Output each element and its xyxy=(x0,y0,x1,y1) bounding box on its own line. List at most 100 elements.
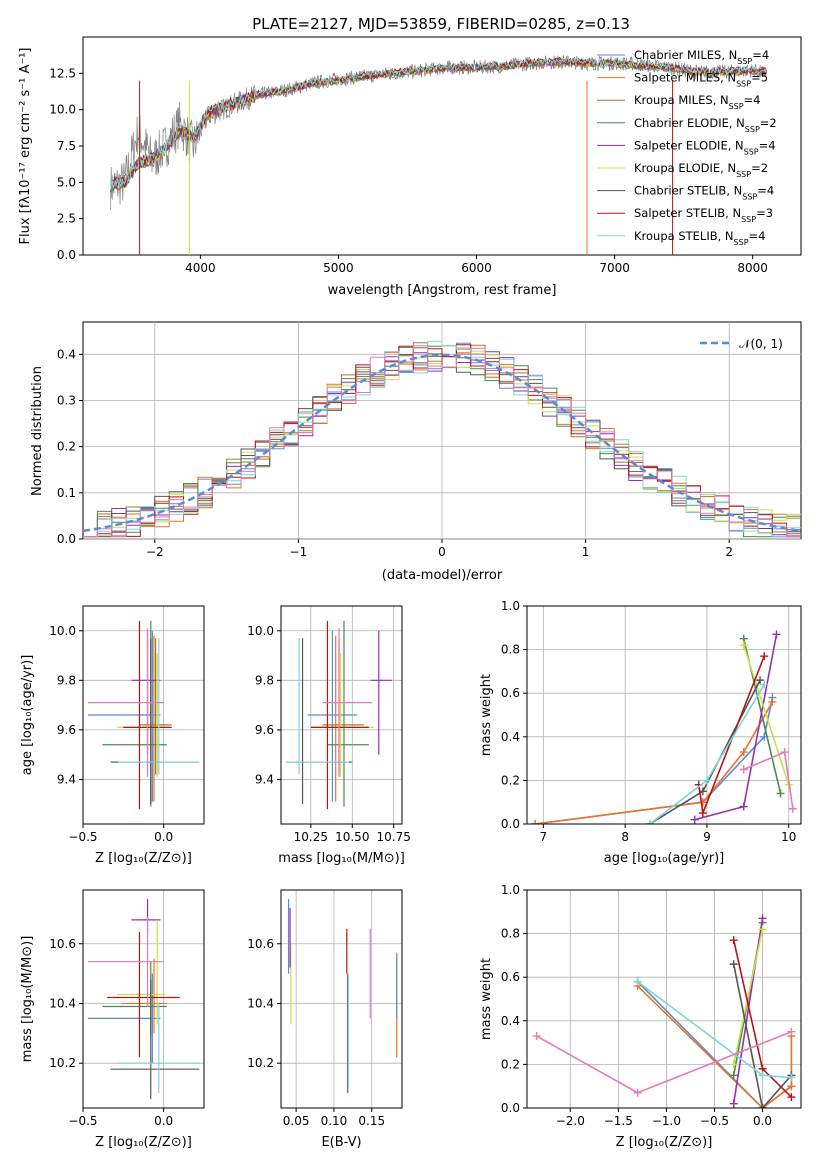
legend-sub: SSP xyxy=(742,192,757,201)
mw_z-xtick-label: −0.5 xyxy=(700,1114,729,1128)
residual-xtick-label: −2 xyxy=(146,545,164,559)
weight-point xyxy=(787,1082,796,1091)
weight-point xyxy=(698,798,707,807)
legend-sub: SSP xyxy=(737,57,752,66)
mass_z-xlabel: Z [log₁₀(Z/Z⊙)] xyxy=(95,1135,192,1150)
weight-point xyxy=(729,1099,738,1108)
age_mass-ytick-label: 9.4 xyxy=(255,772,274,786)
legend-label: Kroupa ELODIE, NSSP=2 xyxy=(634,161,768,179)
residual-xtick-label: 2 xyxy=(725,545,733,559)
mw_z-ytick-label: 0.6 xyxy=(501,970,520,984)
mw_z-xtick-label: −1.0 xyxy=(652,1114,681,1128)
age_mass-ytick-label: 9.8 xyxy=(255,673,274,687)
legend-value: =4 xyxy=(744,93,761,107)
mw_z-axes xyxy=(526,889,802,1109)
mw_z-ylabel: mass weight xyxy=(479,958,494,1040)
legend-value: =4 xyxy=(752,48,769,62)
residual-ylabel: Normed distribution xyxy=(30,366,45,496)
mw_z-ytick-label: 0.8 xyxy=(501,927,520,941)
mass_ebv-ytick-label: 10.2 xyxy=(247,1056,274,1070)
mass_z-xtick-label: 0.0 xyxy=(154,1114,173,1128)
weight-line xyxy=(732,963,792,1108)
mw_age-xtick-label: 9 xyxy=(703,830,711,844)
weight-point xyxy=(729,936,738,945)
residual-grid: −2 −1 0 1 2 0.0 0.1 0.2 0.3 0.4 xyxy=(57,322,801,559)
spectrum-ytick-label: 7.5 xyxy=(57,139,76,153)
mw_age-axes xyxy=(526,605,802,825)
weight-point xyxy=(531,820,540,824)
age_mass-xtick-label: 10.25 xyxy=(294,830,328,844)
mw_age-xtick-label: 10 xyxy=(781,830,796,844)
spectrum-ticks: 4000 5000 6000 7000 8000 0.0 2.5 5.0 7.5 10.0 12.5 xyxy=(49,66,768,275)
mass_ebv-axes xyxy=(280,889,403,1109)
legend-label: Salpeter ELODIE, NSSP=4 xyxy=(634,138,776,156)
age_mass-axes xyxy=(280,605,403,825)
mw_age-ylabel: mass weight xyxy=(479,674,494,756)
mw_age-xtick-label: 7 xyxy=(540,830,548,844)
residual-histograms xyxy=(82,340,802,538)
residual-ytick-label: 0.4 xyxy=(57,347,76,361)
legend-sub: SSP xyxy=(744,147,759,156)
mass_z-ytick-label: 10.6 xyxy=(49,937,76,951)
weight-line xyxy=(637,985,793,1108)
spectrum-panel: 4000 5000 6000 7000 8000 0.0 2.5 5.0 7.5 10.0 12.5… xyxy=(18,36,802,298)
figure-title: PLATE=2127, MJD=53859, FIBERID=0285, z=0… xyxy=(252,15,630,33)
legend-sub: SSP xyxy=(736,79,751,88)
age-vs-z-panel: −0.5 0.0 9.4 9.6 9.8 10.0 Z [log₁₀(Z/Z⊙)] age [… xyxy=(20,605,205,866)
legend-sub: SSP xyxy=(734,237,749,246)
mw_z-xtick-label: 0.0 xyxy=(753,1114,772,1128)
residual-xtick-label: −1 xyxy=(290,545,308,559)
weight-point xyxy=(756,676,765,685)
legend-label: Chabrier MILES, NSSP=4 xyxy=(634,48,769,66)
weight-point xyxy=(532,1032,541,1041)
age_mass-ytick-label: 9.6 xyxy=(255,723,274,737)
mw_age-ytick-label: 0.0 xyxy=(501,817,520,831)
age-vs-mass-panel: 10.25 10.50 10.75 9.4 9.6 9.8 10.0 mass [log₁₀(… xyxy=(247,605,411,866)
age_mass-ytick-label: 10.0 xyxy=(247,624,274,638)
mw_age-ytick-label: 0.6 xyxy=(501,686,520,700)
residual-panel: −2 −1 0 1 2 0.0 0.1 0.2 0.3 0.4 (data-model)/erro… xyxy=(30,321,802,583)
spectrum-ytick-label: 0.0 xyxy=(57,248,76,262)
model-spectrum-line xyxy=(110,57,767,191)
age_z-ytick-label: 9.6 xyxy=(57,723,76,737)
weight-point xyxy=(787,1073,796,1082)
legend-value: =4 xyxy=(759,138,776,152)
mass_ebv-gridlayer: 0.05 0.10 0.15 10.2 10.4 10.6 xyxy=(247,890,402,1128)
spectrum-ytick-label: 12.5 xyxy=(49,66,76,80)
spectrum-xtick-label: 6000 xyxy=(461,261,492,275)
age_z-ylabel: age [log₁₀(age/yr)] xyxy=(20,655,35,776)
mw_age-gridlayer: 7 8 9 10 0.0 0.2 0.4 0.6 0.8 1.0 xyxy=(501,599,801,844)
spectrum-legend: Chabrier MILES, NSSP=4 Salpeter MILES, NS… xyxy=(597,48,777,246)
mass_ebv-xlabel: E(B-V) xyxy=(321,1135,361,1150)
weight-line xyxy=(742,644,790,786)
mw_z-marks xyxy=(532,914,796,1108)
residual-xtick-label: 0 xyxy=(438,545,446,559)
mw_z-xtick-label: −2.0 xyxy=(556,1114,585,1128)
mass-vs-ebv-panel: 0.05 0.10 0.15 10.2 10.4 10.6 E(B-V) xyxy=(247,889,403,1150)
mass_z-gridlayer: −0.5 0.0 10.2 10.4 10.6 xyxy=(49,890,204,1128)
legend-label: Kroupa MILES, NSSP=4 xyxy=(634,93,760,111)
legend-sub: SSP xyxy=(729,102,744,111)
legend-value: =2 xyxy=(751,161,768,175)
age_mass-xtick-label: 10.50 xyxy=(335,830,369,844)
weight-point xyxy=(787,1093,796,1102)
age_z-xtick-label: −0.5 xyxy=(68,830,97,844)
weight-point xyxy=(633,977,642,986)
age_z-ytick-label: 10.0 xyxy=(49,624,76,638)
age_z-marks xyxy=(87,620,200,810)
mass_ebv-ytick-label: 10.6 xyxy=(247,937,274,951)
spectrum-ytick-label: 2.5 xyxy=(57,212,76,226)
mw_age-ytick-label: 0.4 xyxy=(501,730,520,744)
mass-vs-z-panel: −0.5 0.0 10.2 10.4 10.6 Z [log₁₀(Z/Z⊙)] mass [… xyxy=(20,889,205,1150)
legend-label: Kroupa STELIB, NSSP=4 xyxy=(634,229,765,247)
spectrum-xlabel: wavelength [Angstrom, rest frame] xyxy=(328,283,557,298)
age_z-xtick-label: 0.0 xyxy=(154,830,173,844)
mass_ebv-xtick-label: 0.05 xyxy=(283,1114,310,1128)
legend-sub: SSP xyxy=(736,170,751,179)
mw_z-ytick-label: 0.0 xyxy=(501,1101,520,1115)
weight-point xyxy=(760,680,769,689)
mass_z-xtick-label: −0.5 xyxy=(68,1114,97,1128)
legend-sub: SSP xyxy=(745,124,760,133)
weight-point xyxy=(739,765,748,774)
